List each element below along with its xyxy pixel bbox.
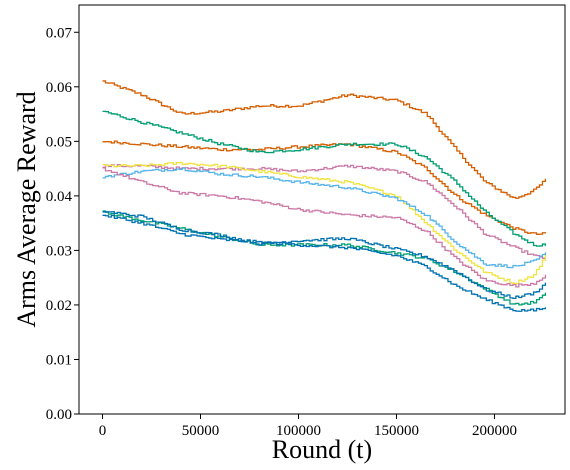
x-tick-label: 50000 [182, 423, 220, 439]
y-tick-label: 0.04 [46, 189, 73, 205]
y-tick-label: 0.03 [46, 243, 72, 259]
y-tick-label: 0.05 [46, 134, 72, 150]
y-tick-label: 0.07 [46, 25, 73, 41]
series-line [102, 214, 547, 312]
series-line [102, 80, 547, 199]
y-tick-label: 0.02 [46, 298, 72, 314]
y-axis-title: Arms Average Reward [12, 91, 41, 327]
series-line [102, 167, 547, 288]
series-layer [102, 80, 547, 312]
x-tick-label: 100000 [276, 423, 321, 439]
series-line [102, 211, 547, 300]
series-line [102, 167, 547, 269]
series-line [102, 110, 547, 247]
x-tick-label: 150000 [374, 423, 419, 439]
series-line [102, 161, 547, 285]
y-tick-label: 0.00 [46, 407, 72, 423]
series-line [102, 163, 547, 260]
x-tick-label: 0 [99, 423, 107, 439]
y-axis: 0.00 0.01 0.02 0.03 0.04 0.05 0.06 0.07 [46, 25, 79, 423]
x-axis-title: Round (t) [272, 435, 372, 464]
x-axis: 0 50000 100000 150000 200000 [99, 414, 517, 439]
y-tick-label: 0.06 [46, 80, 73, 96]
plot-frame [78, 4, 566, 415]
y-tick-label: 0.01 [46, 352, 72, 368]
x-tick-label: 200000 [472, 423, 517, 439]
series-line [102, 140, 547, 235]
